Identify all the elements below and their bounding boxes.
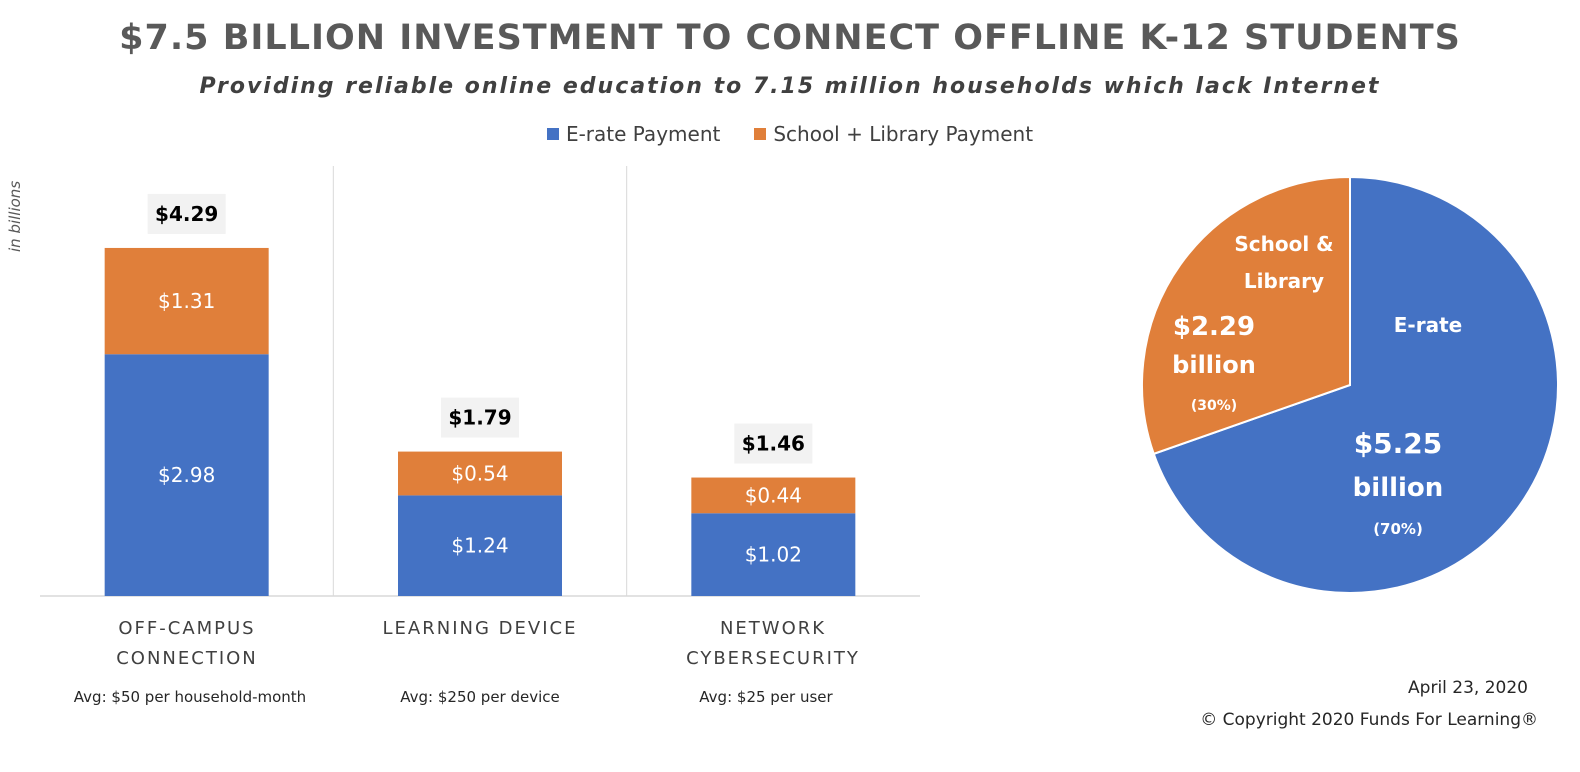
pie-label-school-library-value: $2.29 xyxy=(1173,312,1255,342)
pie-label-school-library: School & xyxy=(1234,232,1333,256)
chart-title: $7.5 BILLION INVESTMENT TO CONNECT OFFLI… xyxy=(119,18,1461,58)
pie-label-school-library-value: billion xyxy=(1172,351,1256,379)
bar-segment-school xyxy=(398,451,562,496)
category-label-line: CYBERSECURITY xyxy=(686,648,860,669)
bar-segment-school xyxy=(691,477,856,514)
legend-item-school: School + Library Payment xyxy=(754,122,1033,146)
data-label-erate: $1.24 xyxy=(451,534,508,558)
category-label-line: CONNECTION xyxy=(116,648,258,669)
legend-item-erate: E-rate Payment xyxy=(546,122,721,146)
bar-segment-erate xyxy=(104,354,269,596)
pie-label-erate-value: $5.25 xyxy=(1354,427,1443,460)
copyright-label: © Copyright 2020 Funds For Learning® xyxy=(1200,710,1538,730)
pie-label-erate-value: (70%) xyxy=(1373,520,1423,538)
total-label: $1.79 xyxy=(448,406,511,430)
legend-label-erate: E-rate Payment xyxy=(565,122,721,146)
pie-slice-school-library xyxy=(1141,175,1351,456)
category-label-line: NETWORK xyxy=(719,618,827,639)
pie-label-school-library: Library xyxy=(1244,269,1324,293)
data-label-erate: $2.98 xyxy=(158,463,215,487)
total-label: $4.29 xyxy=(155,202,218,226)
date-label: April 23, 2020 xyxy=(1408,678,1528,698)
data-label-school: $1.31 xyxy=(158,289,215,313)
legend-swatch-erate xyxy=(546,128,559,140)
total-label-box xyxy=(734,423,813,464)
data-label-erate: $1.02 xyxy=(745,543,802,567)
pie-slice-erate xyxy=(1152,175,1559,594)
chart-subtitle: Providing reliable online education to 7… xyxy=(199,74,1381,99)
bar-segment-school xyxy=(104,247,269,355)
pie-label-school-library-value: (30%) xyxy=(1191,398,1237,414)
category-label-off-campus: OFF-CAMPUS CONNECTION xyxy=(57,614,317,674)
pie-label-erate: E-rate xyxy=(1394,313,1462,337)
bar-segment-erate xyxy=(398,495,562,596)
note-learning-device: Avg: $250 per device xyxy=(400,688,560,706)
category-label-network-cybersecurity: NETWORK CYBERSECURITY xyxy=(643,614,903,674)
legend: E-rate Payment School + Library Payment xyxy=(0,122,1580,146)
note-network-cybersecurity: Avg: $25 per user xyxy=(699,688,833,706)
pie-chart: E-rate $5.25 billion (70%) School & Library $2… xyxy=(1141,175,1559,594)
pie-label-erate-value: billion xyxy=(1353,473,1444,503)
category-label-line: LEARNING DEVICE xyxy=(382,618,578,639)
total-label-box xyxy=(147,193,226,234)
legend-label-school: School + Library Payment xyxy=(773,122,1034,146)
data-label-school: $0.54 xyxy=(451,461,508,485)
category-label-line: OFF-CAMPUS xyxy=(118,618,256,639)
note-off-campus: Avg: $50 per household-month xyxy=(73,688,307,706)
category-label-learning-device: LEARNING DEVICE xyxy=(350,614,610,644)
bar-segment-erate xyxy=(691,513,856,596)
total-label: $1.46 xyxy=(742,432,805,456)
legend-swatch-school xyxy=(754,128,767,140)
data-label-school: $0.44 xyxy=(745,483,802,507)
total-label-box xyxy=(441,397,519,438)
bar-chart: $2.98 $1.31 $4.29 $1.24 $0.54 $1.79 $1.02 $0.44… xyxy=(40,166,920,597)
